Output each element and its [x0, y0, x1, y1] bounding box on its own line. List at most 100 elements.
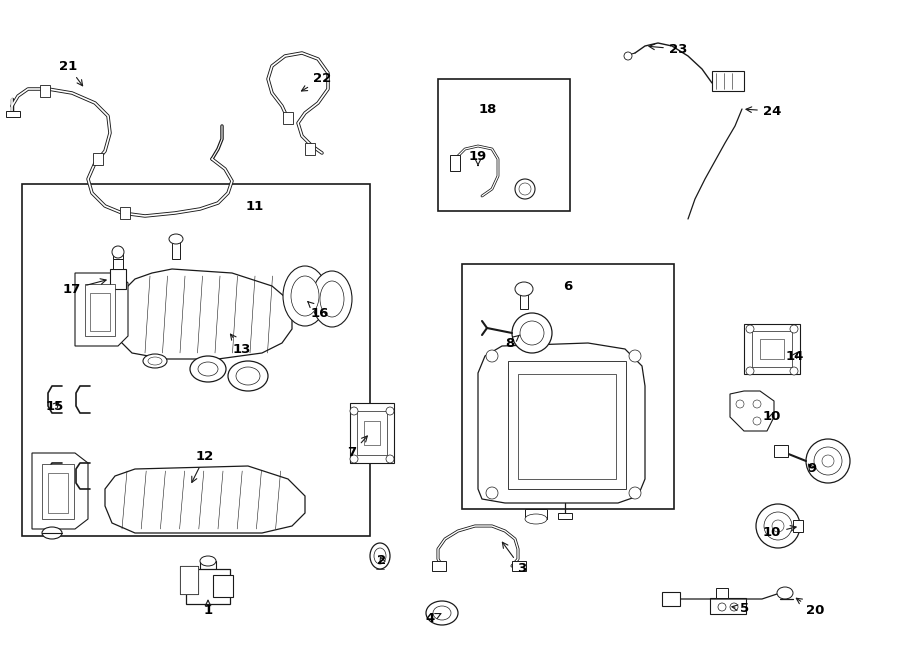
Polygon shape	[75, 273, 128, 346]
Ellipse shape	[764, 512, 792, 540]
Ellipse shape	[730, 603, 738, 611]
Bar	[22, 184, 370, 536]
Text: 4: 4	[426, 613, 441, 625]
Bar	[520, 289, 528, 309]
Bar	[512, 561, 526, 571]
Text: 7: 7	[347, 436, 367, 459]
Bar	[712, 71, 744, 91]
Ellipse shape	[148, 357, 162, 365]
Ellipse shape	[512, 313, 552, 353]
Ellipse shape	[312, 271, 352, 327]
Bar	[774, 445, 788, 457]
Ellipse shape	[756, 504, 800, 548]
Bar	[6, 111, 20, 117]
Ellipse shape	[746, 367, 754, 375]
Bar	[40, 85, 50, 97]
Bar	[744, 324, 800, 374]
Text: 18: 18	[479, 102, 497, 116]
Bar	[180, 566, 198, 594]
Ellipse shape	[629, 350, 641, 362]
Text: 17: 17	[63, 279, 106, 295]
Ellipse shape	[746, 325, 754, 333]
Bar	[518, 374, 616, 479]
Bar	[48, 473, 68, 513]
Bar	[120, 207, 130, 219]
Ellipse shape	[200, 556, 216, 566]
Ellipse shape	[374, 548, 386, 564]
Bar	[793, 520, 803, 532]
Ellipse shape	[486, 350, 498, 362]
Ellipse shape	[112, 246, 124, 258]
Text: 24: 24	[746, 104, 781, 118]
Ellipse shape	[806, 439, 850, 483]
Bar	[90, 293, 110, 331]
Text: 10: 10	[763, 410, 781, 422]
Ellipse shape	[143, 354, 167, 368]
Bar	[305, 143, 315, 155]
Ellipse shape	[370, 543, 390, 569]
Bar	[525, 509, 547, 519]
Ellipse shape	[350, 407, 358, 415]
Text: 2: 2	[377, 555, 387, 568]
Bar	[364, 421, 380, 445]
Polygon shape	[105, 466, 305, 533]
Text: 9: 9	[807, 463, 816, 475]
Ellipse shape	[486, 487, 498, 499]
Ellipse shape	[283, 266, 327, 326]
Bar	[357, 411, 387, 455]
Text: 6: 6	[563, 280, 572, 293]
Ellipse shape	[718, 603, 726, 611]
Text: 20: 20	[796, 598, 824, 617]
Ellipse shape	[822, 455, 834, 467]
Bar	[186, 569, 230, 604]
Ellipse shape	[525, 514, 547, 524]
Ellipse shape	[790, 325, 798, 333]
Ellipse shape	[169, 234, 183, 244]
Text: 21: 21	[58, 59, 83, 86]
Ellipse shape	[629, 487, 641, 499]
Bar	[462, 264, 674, 509]
Ellipse shape	[520, 321, 544, 345]
Text: 23: 23	[649, 42, 688, 56]
Bar	[93, 153, 103, 165]
Bar	[85, 284, 115, 336]
Ellipse shape	[753, 400, 761, 408]
Bar	[350, 403, 394, 463]
Text: 10: 10	[763, 525, 796, 539]
Text: 11: 11	[246, 200, 264, 212]
Ellipse shape	[790, 367, 798, 375]
Bar	[110, 269, 126, 289]
Ellipse shape	[777, 587, 793, 599]
Ellipse shape	[772, 520, 784, 532]
Bar	[716, 588, 728, 598]
Bar	[283, 112, 293, 124]
Polygon shape	[118, 269, 292, 359]
Bar	[752, 331, 792, 367]
Text: 19: 19	[469, 149, 487, 165]
Ellipse shape	[386, 455, 394, 463]
Ellipse shape	[433, 606, 451, 620]
Bar	[432, 561, 446, 571]
Bar	[113, 253, 123, 259]
Ellipse shape	[814, 447, 842, 475]
Ellipse shape	[519, 183, 531, 195]
Ellipse shape	[236, 367, 260, 385]
Ellipse shape	[515, 179, 535, 199]
Text: 16: 16	[308, 301, 329, 319]
Bar	[558, 513, 572, 519]
Bar	[710, 598, 746, 614]
Polygon shape	[32, 453, 88, 529]
Ellipse shape	[386, 407, 394, 415]
Bar	[508, 361, 626, 489]
Ellipse shape	[515, 282, 533, 296]
Ellipse shape	[624, 52, 632, 60]
Bar	[662, 592, 680, 606]
Bar	[438, 79, 570, 211]
Text: 12: 12	[192, 449, 214, 483]
Text: 3: 3	[502, 542, 526, 576]
Ellipse shape	[228, 361, 268, 391]
Bar	[42, 464, 74, 519]
Ellipse shape	[753, 417, 761, 425]
Text: 5: 5	[732, 602, 750, 615]
Text: 8: 8	[506, 335, 519, 350]
